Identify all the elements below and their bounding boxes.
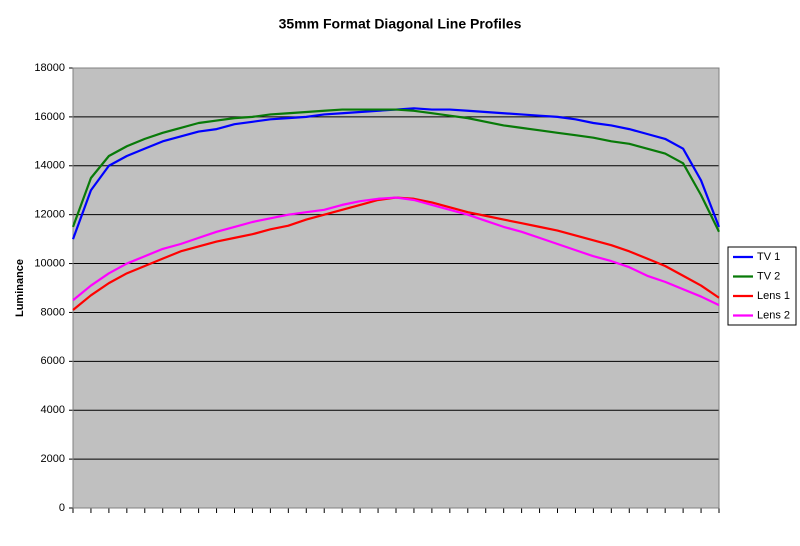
- legend-box: [727, 246, 797, 326]
- y-tick-label: 6000: [41, 355, 65, 367]
- y-tick-label: 18000: [34, 62, 65, 74]
- legend-label: Lens 1: [757, 290, 790, 302]
- series-line: [71, 108, 720, 233]
- y-tick-label: 10000: [34, 257, 65, 269]
- plot-border: [72, 67, 720, 509]
- plot-area: [73, 68, 719, 508]
- y-tick-label: 4000: [41, 404, 65, 416]
- y-axis-label: Luminance: [14, 259, 26, 317]
- chart-title: 35mm Format Diagonal Line Profiles: [279, 16, 522, 32]
- y-tick-label: 14000: [34, 160, 65, 172]
- legend-label: TV 1: [757, 251, 780, 263]
- legend-label: TV 2: [757, 270, 780, 282]
- y-tick-label: 0: [59, 502, 65, 514]
- series-line: [72, 196, 720, 307]
- y-tick-label: 12000: [34, 209, 65, 221]
- legend-label: Lens 2: [757, 309, 790, 321]
- y-tick-label: 2000: [41, 453, 65, 465]
- y-tick-label: 16000: [34, 111, 65, 123]
- y-tick-label: 8000: [41, 306, 65, 318]
